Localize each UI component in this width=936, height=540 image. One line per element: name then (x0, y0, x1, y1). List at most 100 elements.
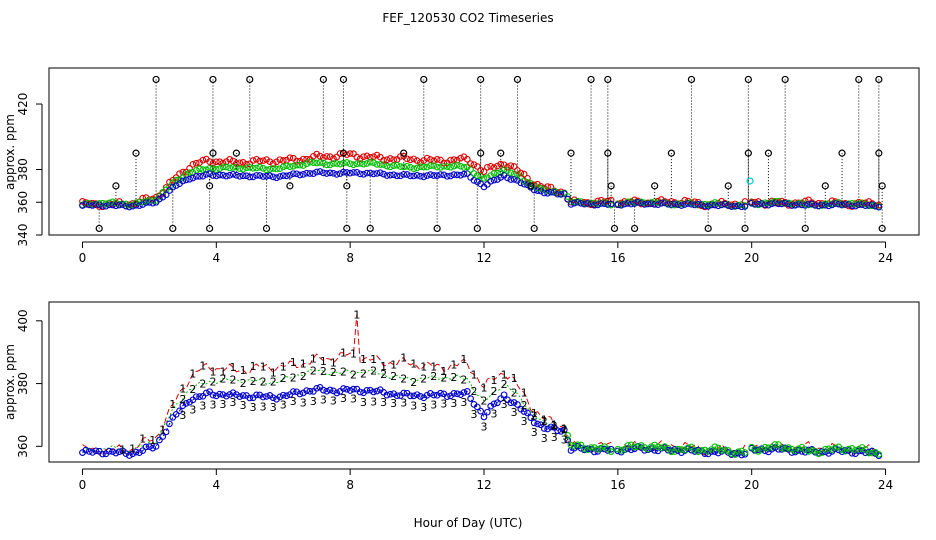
bottom-series2-point (584, 446, 592, 454)
bottom-series3-point (825, 450, 833, 457)
top-series3-point (182, 176, 190, 184)
bottom-series2-marker: 2 (440, 371, 447, 384)
bottom-series3-marker: 3 (370, 395, 377, 408)
bottom-series3-point (139, 447, 147, 455)
top-series3-point (447, 172, 454, 180)
top-series2-point (243, 164, 250, 172)
top-series1-point (333, 153, 341, 161)
top-series3-point (718, 201, 725, 209)
top-series2-point (333, 160, 341, 167)
bottom-series3-point (326, 386, 334, 394)
top-series2-point (380, 161, 387, 168)
bottom-series3-point (383, 391, 391, 399)
top-series3-point (82, 200, 90, 208)
bottom-series1-marker: 1 (330, 357, 337, 370)
bottom-series2-marker: 2 (270, 376, 277, 389)
bottom-series3-point (557, 427, 565, 435)
top-series3-point (771, 199, 779, 207)
top-series1-point (403, 155, 411, 163)
top-raw-point (132, 149, 140, 157)
top-series1-point (336, 150, 344, 157)
top-series3-point (253, 172, 260, 179)
bottom-series3-point (386, 390, 394, 398)
top-series3-point (340, 168, 347, 176)
top-series3-point (811, 201, 819, 209)
bottom-series2-point (828, 446, 836, 454)
bottom-series3-point (510, 399, 518, 406)
top-series3-point (621, 200, 628, 208)
bottom-series3-point (564, 436, 572, 444)
top-x-tick-label: 4 (212, 251, 220, 265)
top-series3-point (430, 172, 438, 179)
top-series1-point (293, 157, 300, 165)
top-raw-spike-point (604, 75, 612, 84)
top-series2-point (102, 200, 110, 208)
top-series3-point (192, 173, 200, 180)
top-series2-point (289, 162, 297, 170)
bottom-series2-point (805, 448, 812, 455)
bottom-series1-marker: 1 (541, 414, 548, 427)
bottom-series3-point (125, 452, 133, 459)
top-raw-point (286, 182, 294, 190)
top-series3-point (647, 200, 655, 207)
bottom-series2-point (654, 443, 662, 451)
top-series2-point (346, 160, 354, 168)
top-series1-point (480, 168, 488, 175)
top-series3-point (842, 201, 849, 208)
bottom-series2-point (741, 449, 749, 457)
bottom-series2-point (821, 445, 829, 453)
bottom-series2-point (845, 445, 853, 453)
bottom-series3-marker: 3 (380, 396, 387, 409)
top-series3-point (346, 169, 354, 177)
bottom-series2-marker: 2 (230, 374, 237, 387)
top-series3-point (363, 169, 371, 177)
bottom-series3-point (236, 393, 244, 400)
top-series1-point (239, 158, 247, 166)
bottom-series3-point (246, 394, 254, 402)
bottom-series1-marker: 1 (179, 383, 186, 396)
top-series2-point (460, 164, 468, 171)
top-series3-point (286, 171, 294, 179)
top-series3-point (320, 169, 327, 177)
top-series2-point (433, 163, 441, 171)
top-series3-point (326, 169, 334, 177)
bottom-series3-point (540, 425, 548, 432)
bottom-series3-marker: 3 (561, 433, 568, 446)
top-series3-point (681, 201, 689, 208)
top-series1-point (256, 157, 264, 165)
bottom-series3-point (544, 425, 551, 433)
bottom-series1-marker: 1 (460, 353, 467, 366)
top-raw-point (651, 182, 659, 190)
top-series2-point (276, 165, 284, 172)
top-series2-point (212, 166, 220, 173)
bottom-series3-point (858, 447, 866, 455)
top-raw-spike-point (587, 75, 595, 84)
top-series2-point (263, 166, 270, 174)
top-raw-low-point (630, 224, 639, 233)
top-series3-point (273, 174, 280, 182)
bottom-series2-marker: 2 (240, 377, 247, 390)
bottom-series3-marker: 3 (179, 409, 186, 422)
top-series2-point (202, 166, 210, 174)
bottom-series3-point (109, 448, 116, 455)
top-series2-point (366, 158, 374, 166)
bottom-series1-marker: 1 (290, 356, 297, 369)
bottom-series3-marker: 3 (220, 398, 227, 411)
top-series2-point (253, 164, 260, 172)
bottom-series2-point (831, 444, 839, 452)
top-series1-point (216, 158, 224, 166)
bottom-plot-frame (48, 301, 920, 463)
bottom-series1-marker: 1 (501, 369, 508, 382)
top-series3-point (156, 195, 163, 203)
top-series2-point (453, 161, 461, 169)
bottom-series2-marker: 2 (460, 373, 467, 386)
top-series3-point (591, 201, 598, 209)
bottom-series2-point (661, 443, 669, 450)
bottom-series3-point (430, 391, 438, 399)
bottom-series3-point (473, 403, 481, 411)
bottom-series3-point (89, 449, 96, 456)
bottom-series2-marker: 2 (430, 370, 437, 383)
top-series1-point (212, 158, 220, 166)
top-series1-point (597, 196, 605, 204)
bottom-series3-marker: 3 (230, 396, 237, 409)
